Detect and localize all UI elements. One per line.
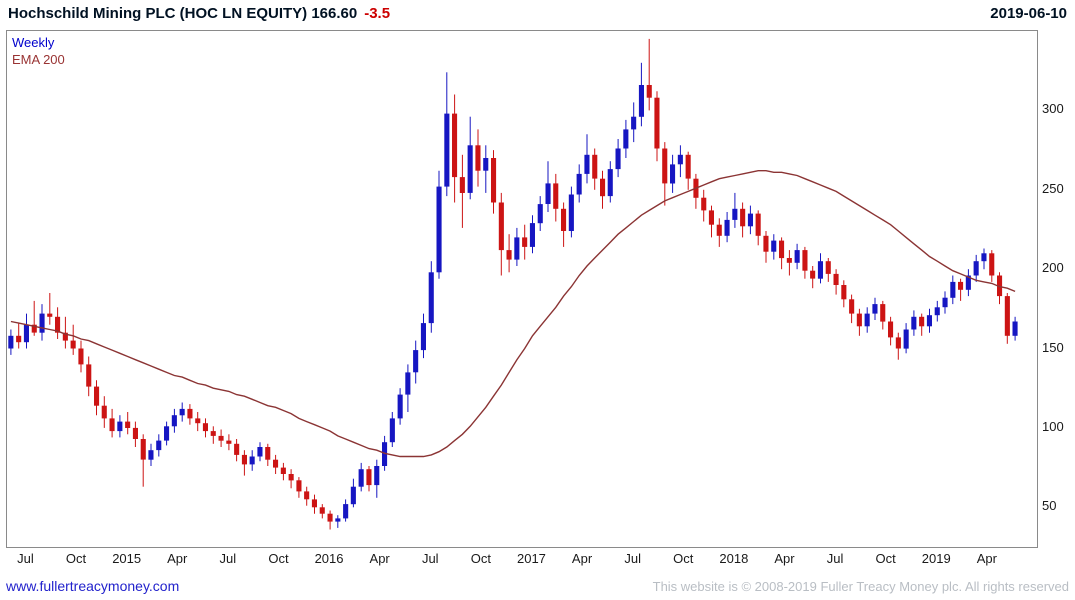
ema-label: EMA 200	[12, 52, 65, 67]
y-tick-label: 250	[1042, 180, 1064, 196]
x-tick-label: Apr	[976, 551, 997, 566]
chart-date: 2019-06-10	[990, 5, 1067, 22]
footer: www.fullertreacymoney.com This website i…	[6, 578, 1069, 595]
plot-area: Weekly EMA 200	[6, 30, 1038, 548]
x-tick-label: Apr	[369, 551, 390, 566]
y-tick-label: 200	[1042, 260, 1064, 276]
x-tick-label: Oct	[673, 551, 694, 566]
copyright-text: This website is © 2008-2019 Fuller Treac…	[652, 579, 1069, 594]
x-tick-label: Oct	[65, 551, 87, 566]
x-tick-label: Apr	[571, 551, 593, 566]
x-tick-label: 2019	[921, 551, 951, 566]
x-tick-label: Oct	[875, 551, 896, 566]
x-tick-label: Apr	[774, 551, 795, 566]
x-tick-label: Oct	[470, 551, 491, 566]
x-tick-label: 2018	[719, 551, 749, 566]
website-link[interactable]: www.fullertreacymoney.com	[6, 578, 180, 594]
y-tick-label: 50	[1042, 498, 1057, 514]
x-tick-label: 2015	[112, 551, 142, 566]
x-tick-label: Jul	[17, 551, 34, 566]
timeframe-label: Weekly	[12, 35, 55, 50]
page-title: Hochschild Mining PLC (HOC LN EQUITY) 16…	[8, 5, 358, 22]
chart-legend: Weekly EMA 200	[12, 34, 65, 68]
x-tick-label: Jul	[826, 551, 844, 566]
x-axis-labels: Jul Oct 2015 Apr Jul Oct 2016 Apr Jul Oct 2017 Apr J…	[0, 551, 1075, 567]
x-tick-label: Apr	[167, 551, 188, 566]
x-tick-label: Jul	[624, 551, 641, 566]
x-tick-label: Jul	[219, 551, 237, 566]
y-tick-label: 150	[1042, 339, 1064, 355]
y-tick-label: 300	[1042, 101, 1064, 117]
price-chart-svg	[8, 38, 1018, 530]
price-change: -3.5	[364, 5, 391, 22]
x-tick-label: Oct	[268, 551, 289, 566]
x-tick-label: 2016	[314, 551, 344, 566]
chart-header: Hochschild Mining PLC (HOC LN EQUITY) 16…	[8, 5, 1067, 27]
y-tick-label: 100	[1042, 418, 1064, 434]
x-tick-label: 2017	[516, 551, 546, 566]
x-tick-label: Jul	[421, 551, 439, 566]
